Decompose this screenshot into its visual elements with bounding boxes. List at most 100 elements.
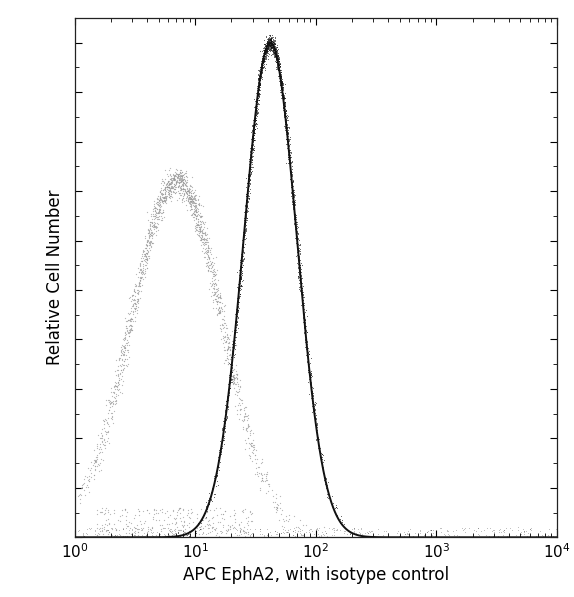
Point bbox=[251, 116, 260, 125]
Point bbox=[153, 205, 162, 214]
Point bbox=[262, 475, 272, 484]
Point bbox=[259, 56, 268, 65]
Point bbox=[244, 186, 253, 196]
Point bbox=[235, 283, 245, 293]
Point bbox=[263, 42, 273, 51]
Point bbox=[249, 125, 258, 135]
Point bbox=[227, 359, 236, 369]
Point bbox=[184, 189, 193, 198]
Point bbox=[193, 230, 203, 239]
Point bbox=[245, 451, 254, 461]
Point bbox=[256, 75, 265, 85]
Point bbox=[239, 227, 248, 236]
Point bbox=[247, 456, 257, 466]
Point bbox=[226, 331, 235, 340]
Point bbox=[260, 39, 269, 49]
Point bbox=[218, 443, 227, 453]
Point bbox=[331, 503, 340, 513]
Point bbox=[257, 67, 266, 77]
Point bbox=[259, 48, 269, 58]
Point bbox=[312, 414, 321, 424]
Point bbox=[235, 276, 245, 286]
Point bbox=[278, 88, 287, 98]
Point bbox=[284, 134, 293, 144]
Point bbox=[308, 387, 317, 397]
Point bbox=[141, 260, 150, 270]
Point bbox=[225, 334, 234, 344]
Point bbox=[175, 171, 184, 181]
Point bbox=[106, 387, 115, 397]
Point bbox=[286, 182, 296, 192]
Point bbox=[215, 293, 224, 302]
Point bbox=[176, 168, 185, 178]
Point bbox=[158, 181, 168, 190]
Point bbox=[154, 528, 164, 538]
Point bbox=[157, 216, 166, 225]
Point bbox=[245, 154, 254, 164]
Point bbox=[191, 227, 200, 236]
Point bbox=[111, 531, 121, 540]
Point bbox=[254, 95, 263, 104]
Point bbox=[140, 257, 149, 266]
Point bbox=[192, 211, 201, 220]
Point bbox=[268, 39, 277, 49]
Point bbox=[125, 327, 134, 337]
Point bbox=[253, 471, 262, 481]
Point bbox=[178, 171, 187, 180]
Point bbox=[266, 44, 276, 53]
Point bbox=[237, 246, 246, 256]
Point bbox=[276, 85, 285, 95]
Point bbox=[149, 224, 158, 234]
Point bbox=[245, 152, 254, 162]
Point bbox=[88, 460, 98, 469]
Point bbox=[293, 227, 302, 236]
Point bbox=[259, 531, 269, 540]
Point bbox=[451, 526, 460, 536]
Point bbox=[280, 104, 289, 113]
Point bbox=[131, 304, 141, 313]
Point bbox=[441, 530, 450, 540]
Point bbox=[101, 396, 110, 405]
Point bbox=[470, 525, 479, 534]
Point bbox=[519, 524, 528, 534]
Point bbox=[210, 279, 219, 288]
Point bbox=[97, 523, 106, 533]
Point bbox=[293, 271, 302, 281]
Point bbox=[142, 240, 152, 250]
Point bbox=[256, 485, 265, 495]
Point bbox=[186, 191, 195, 201]
Point bbox=[263, 40, 273, 50]
Point bbox=[219, 342, 228, 352]
Point bbox=[260, 49, 269, 59]
Point bbox=[100, 417, 109, 426]
Point bbox=[271, 44, 280, 54]
Point bbox=[295, 269, 304, 278]
Point bbox=[228, 343, 238, 353]
Point bbox=[197, 232, 206, 242]
Point bbox=[153, 219, 162, 228]
Point bbox=[250, 469, 259, 478]
Point bbox=[287, 188, 296, 198]
Point bbox=[261, 48, 270, 57]
Point bbox=[294, 239, 303, 249]
Point bbox=[278, 76, 287, 86]
Point bbox=[274, 64, 284, 73]
Point bbox=[127, 322, 137, 331]
Point bbox=[220, 318, 229, 328]
Point bbox=[311, 527, 320, 536]
Point bbox=[250, 124, 259, 134]
Point bbox=[315, 531, 324, 541]
Point bbox=[300, 322, 309, 332]
Point bbox=[227, 367, 236, 376]
Point bbox=[251, 124, 260, 134]
Point bbox=[339, 519, 348, 528]
Point bbox=[146, 225, 156, 235]
Point bbox=[258, 50, 267, 60]
Point bbox=[267, 37, 277, 47]
Point bbox=[285, 168, 294, 177]
Point bbox=[258, 60, 267, 70]
Point bbox=[193, 221, 202, 231]
Point bbox=[261, 43, 270, 53]
Point bbox=[386, 532, 395, 541]
Point bbox=[552, 531, 561, 540]
